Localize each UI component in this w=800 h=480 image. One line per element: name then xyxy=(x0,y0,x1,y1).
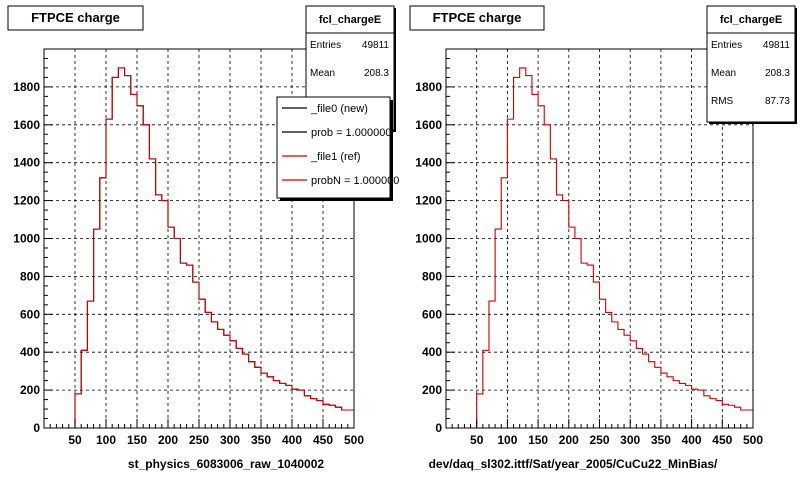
stats-value: 87.73 xyxy=(765,96,790,107)
x-tick-label: 150 xyxy=(127,433,147,447)
x-tick-label: 350 xyxy=(651,433,671,447)
x-tick-label: 450 xyxy=(313,433,333,447)
x-tick-label: 200 xyxy=(158,433,178,447)
x-axis-label: st_physics_6083006_raw_1040002 xyxy=(128,457,324,471)
stats-label: Entries xyxy=(711,40,742,51)
x-tick-label: 500 xyxy=(344,433,364,447)
x-tick-label: 100 xyxy=(96,433,116,447)
y-tick-label: 1200 xyxy=(415,194,442,208)
chart-panel-1: 50 100 150 200 250 300 350 400 450 500 0 200 400 600 8… xyxy=(7,5,399,471)
x-tick-label: 300 xyxy=(220,433,240,447)
x-tick-label: 100 xyxy=(497,433,517,447)
legend-box xyxy=(276,96,391,199)
x-tick-label: 400 xyxy=(682,433,702,447)
x-tick-label: 250 xyxy=(189,433,209,447)
stats-value: 49811 xyxy=(362,40,390,51)
x-tick-label: 50 xyxy=(470,433,484,447)
y-tick-label: 1800 xyxy=(415,80,442,94)
y-tick-label: 1600 xyxy=(13,118,40,132)
title-box xyxy=(409,5,545,31)
legend-entry: prob = 1.000000 xyxy=(311,127,391,139)
stats-value: 49811 xyxy=(763,40,791,51)
stats-name: fcl_chargeE xyxy=(319,14,381,26)
stats-label: Mean xyxy=(711,68,736,79)
legend-entry: probN = 1.000000 xyxy=(311,175,399,187)
y-tick-label: 200 xyxy=(422,383,442,397)
legend-entry: _file0 (new) xyxy=(310,103,368,115)
y-tick-label: 1400 xyxy=(13,156,40,170)
chart-title: FTPCE charge xyxy=(433,10,522,25)
x-tick-label: 300 xyxy=(620,433,640,447)
y-tick-label: 800 xyxy=(20,269,40,283)
y-tick-label: 400 xyxy=(20,345,40,359)
stats-label: RMS xyxy=(711,96,734,107)
x-tick-label: 150 xyxy=(528,433,548,447)
y-tick-label: 200 xyxy=(20,383,40,397)
y-tick-label: 1200 xyxy=(13,194,40,208)
stats-value: 208.3 xyxy=(364,68,389,79)
stats-box xyxy=(706,5,796,123)
stats-label: Mean xyxy=(310,68,335,79)
x-tick-label: 400 xyxy=(282,433,302,447)
x-tick-label: 200 xyxy=(559,433,579,447)
y-tick-label: 1000 xyxy=(13,232,40,246)
x-tick-label: 50 xyxy=(68,433,82,447)
stats-name: fcl_chargeE xyxy=(720,14,782,26)
x-tick-label: 350 xyxy=(251,433,271,447)
y-tick-label: 1800 xyxy=(13,80,40,94)
y-tick-label: 0 xyxy=(435,421,442,435)
stats-value: 208.3 xyxy=(765,68,790,79)
y-tick-label: 1600 xyxy=(415,118,442,132)
x-axis-label: dev/daq_sl302.ittf/Sat/year_2005/CuCu22_… xyxy=(429,457,718,471)
y-tick-label: 600 xyxy=(422,307,442,321)
title-box xyxy=(7,5,144,31)
y-tick-label: 1400 xyxy=(415,156,442,170)
legend-entry: _file1 (ref) xyxy=(310,151,361,163)
y-tick-label: 800 xyxy=(422,269,442,283)
x-tick-label: 450 xyxy=(712,433,732,447)
histogram-series-2 xyxy=(44,67,354,429)
y-tick-label: 0 xyxy=(33,421,40,435)
y-tick-label: 600 xyxy=(20,307,40,321)
x-tick-label: 500 xyxy=(743,433,763,447)
stats-label: Entries xyxy=(310,40,341,51)
y-tick-label: 400 xyxy=(422,345,442,359)
chart-panel-2: 50 100 150 200 250 300 350 400 450 500 0 200 400 600 8… xyxy=(409,5,797,471)
histogram-series-1 xyxy=(446,67,753,429)
chart-title: FTPCE charge xyxy=(31,10,120,25)
y-tick-label: 1000 xyxy=(415,232,442,246)
x-tick-label: 250 xyxy=(589,433,609,447)
